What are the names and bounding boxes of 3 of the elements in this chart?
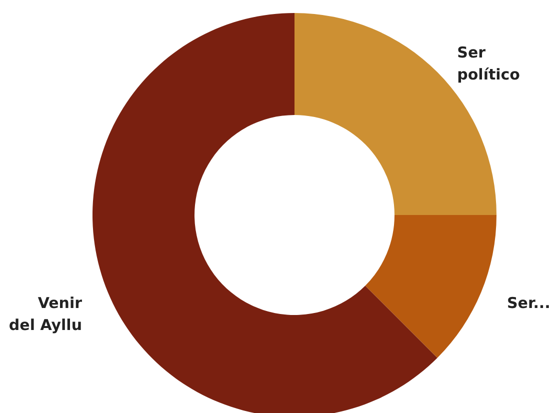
- slice-label: Ser político: [457, 43, 520, 84]
- slice-label: Venir del Ayllu: [8, 294, 83, 334]
- slice-label: Ser...: [506, 294, 549, 312]
